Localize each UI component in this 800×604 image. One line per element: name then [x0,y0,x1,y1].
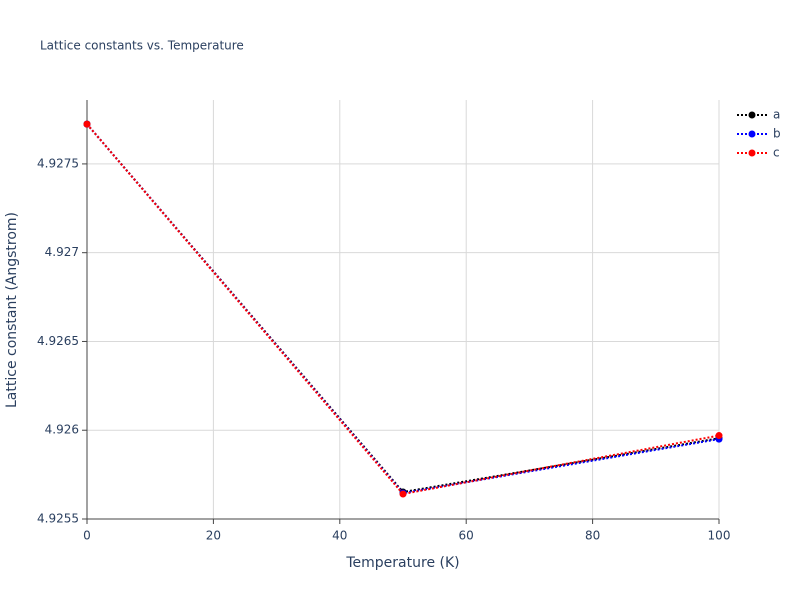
marker [715,432,723,440]
y-tick-label: 4.927 [45,245,79,259]
legend-marker [748,130,756,138]
x-tick-label: 20 [206,529,221,543]
marker [399,490,407,498]
x-tick-label: 40 [332,529,347,543]
x-tick-label: 100 [708,529,731,543]
x-axis-title: Temperature (K) [345,555,459,571]
legend-label: a [773,108,780,122]
y-tick-label: 4.9275 [37,156,79,170]
legend-marker [748,149,756,157]
y-tick-label: 4.9255 [37,512,79,526]
line [86,123,720,496]
legend-marker [748,111,756,119]
x-tick-label: 0 [83,529,91,543]
y-tick-label: 4.926 [45,423,79,437]
marker [83,120,91,128]
legend-label: b [773,127,781,141]
y-axis-title: Lattice constant (Angstrom) [4,212,20,408]
x-tick-label: 80 [585,529,600,543]
y-tick-label: 4.9265 [37,334,79,348]
line [86,123,720,495]
legend-label: c [773,146,780,160]
x-tick-label: 60 [459,529,474,543]
chart-title: Lattice constants vs. Temperature [40,39,244,53]
line [86,123,720,494]
